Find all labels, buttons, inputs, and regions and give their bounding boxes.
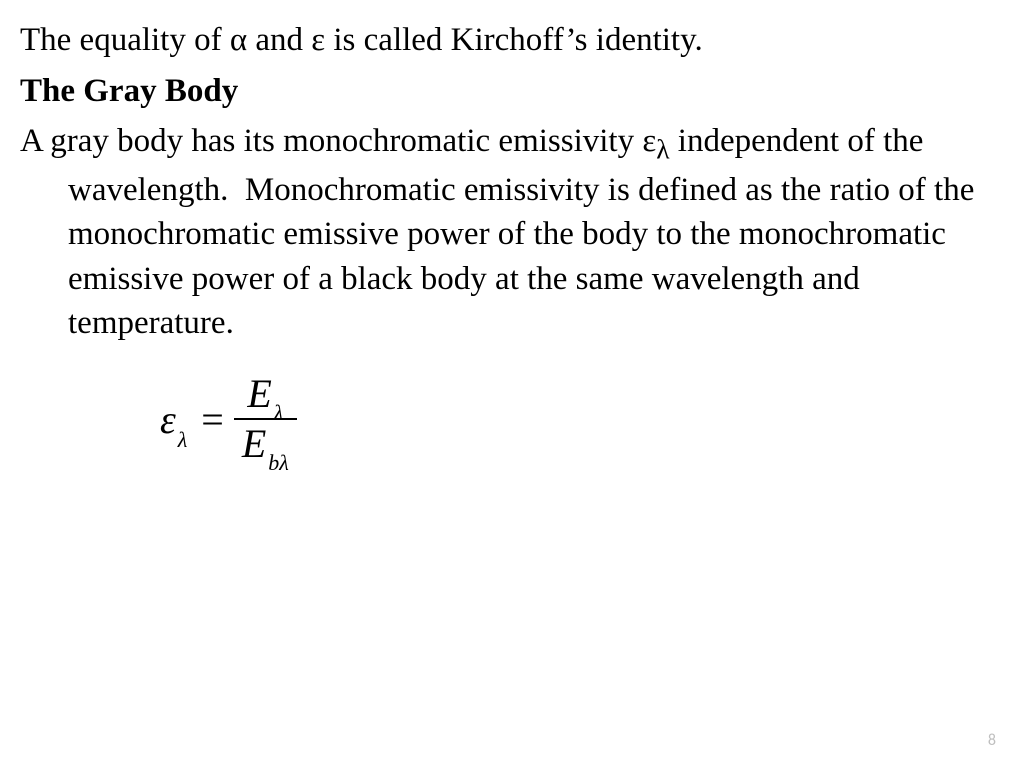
fraction-numerator: E λ xyxy=(239,372,291,416)
section-heading: The Gray Body xyxy=(20,69,1004,114)
numerator-E: E xyxy=(247,374,271,414)
equation-lhs: ε λ xyxy=(160,396,187,443)
epsilon-subscript-lambda: λ xyxy=(656,134,669,165)
body-text-before-sub: A gray body has its monochromatic emissi… xyxy=(20,123,656,159)
fraction-denominator: E bλ xyxy=(234,422,297,466)
lhs-epsilon: ε xyxy=(160,396,176,443)
denominator-subscript: bλ xyxy=(268,452,289,474)
fraction-bar xyxy=(234,418,297,420)
denominator-E: E xyxy=(242,424,266,464)
page-number: 8 xyxy=(988,731,996,750)
equals-sign: = xyxy=(201,396,224,443)
body-paragraph: A gray body has its monochromatic emissi… xyxy=(20,119,1004,346)
intro-line: The equality of α and ε is called Kircho… xyxy=(20,18,1004,63)
equation-block: ε λ = E λ E bλ xyxy=(20,372,1004,466)
equation-fraction: E λ E bλ xyxy=(234,372,297,466)
lhs-subscript: λ xyxy=(178,427,188,453)
slide: The equality of α and ε is called Kircho… xyxy=(0,0,1024,768)
equation: ε λ = E λ E bλ xyxy=(160,372,297,466)
numerator-subscript: λ xyxy=(274,402,284,424)
